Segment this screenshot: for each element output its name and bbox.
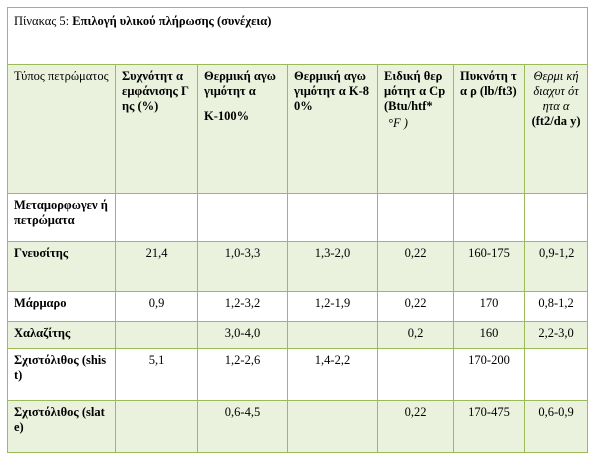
rock-name: Μεταμορφωγεν ή πετρώματα — [7, 193, 116, 242]
cell-k100: 1,0-3,3 — [197, 241, 288, 292]
cell-freq — [115, 321, 198, 349]
cell-alpha: 0,8-1,2 — [523, 291, 589, 322]
table-row: Σχιστόλιθος (slate) 0,6-4,5 0,22 170-475… — [7, 400, 589, 453]
col-header-density: Πυκνότη τα ρ (lb/ft3) — [453, 64, 525, 194]
cell-k80: 1,2-1,9 — [287, 291, 378, 322]
cell-alpha — [523, 193, 589, 242]
cell-k80 — [287, 400, 378, 453]
rock-name: Σχιστόλιθος (shist) — [7, 348, 116, 401]
cell-rho: 160 — [453, 321, 525, 349]
cell-rho: 170-200 — [453, 348, 525, 401]
cell-freq: 0,9 — [115, 291, 198, 322]
cell-freq: 21,4 — [115, 241, 198, 292]
table-row: Σχιστόλιθος (shist) 5,1 1,2-2,6 1,4-2,2 … — [7, 348, 589, 401]
cell-freq: 5,1 — [115, 348, 198, 401]
cell-alpha: 0,6-0,9 — [523, 400, 589, 453]
caption-prefix: Πίνακας 5: — [14, 14, 73, 28]
rock-name: Γνευσίτης — [7, 241, 116, 292]
cell-cp: 0,22 — [377, 400, 454, 453]
cell-k80 — [287, 321, 378, 349]
cell-freq — [115, 193, 198, 242]
rock-name: Σχιστόλιθος (slate) — [7, 400, 116, 453]
materials-table: Πίνακας 5: Επιλογή υλικού πλήρωσης (συνέ… — [6, 7, 589, 453]
cell-rho — [453, 193, 525, 242]
col-header-specific-heat: Ειδική θερμότητ α Cp (Btu/htf* °F ) — [377, 64, 454, 194]
col-header-k100-line1: Θερμική αγωγιμότητ α — [204, 69, 276, 98]
cell-k100: 0,6-4,5 — [197, 400, 288, 453]
col-header-cp-line1: Ειδική θερμότητ α Cp (Btu/htf* — [384, 69, 446, 113]
col-header-alpha-line2: (ft2/da y) — [531, 114, 581, 128]
cell-k80: 1,4-2,2 — [287, 348, 378, 401]
cell-rho: 170-475 — [453, 400, 525, 453]
table-caption: Πίνακας 5: Επιλογή υλικού πλήρωσης (συνέ… — [6, 7, 589, 65]
cell-alpha — [523, 348, 589, 401]
col-header-cp-line2: °F ) — [388, 116, 408, 130]
header-row: Τύπος πετρώματος Συχνότητ α εμφάνισης Γη… — [7, 64, 589, 194]
cell-cp — [377, 193, 454, 242]
table-row: Μάρμαρο 0,9 1,2-3,2 1,2-1,9 0,22 170 0,8… — [7, 291, 589, 322]
cell-cp: 0,22 — [377, 241, 454, 292]
cell-cp — [377, 348, 454, 401]
cell-k100: 3,0-4,0 — [197, 321, 288, 349]
col-header-frequency: Συχνότητ α εμφάνισης Γης (%) — [115, 64, 198, 194]
cell-k80: 1,3-2,0 — [287, 241, 378, 292]
cell-k80 — [287, 193, 378, 242]
rock-name: Μάρμαρο — [7, 291, 116, 322]
cell-k100: 1,2-3,2 — [197, 291, 288, 322]
cell-rho: 160-175 — [453, 241, 525, 292]
cell-rho: 170 — [453, 291, 525, 322]
col-header-alpha-line1: Θερμι κή διαχυτ ότητα α — [533, 69, 579, 113]
cell-alpha: 2,2-3,0 — [523, 321, 589, 349]
cell-k100 — [197, 193, 288, 242]
cell-cp: 0,22 — [377, 291, 454, 322]
table-row: Γνευσίτης 21,4 1,0-3,3 1,3-2,0 0,22 160-… — [7, 241, 589, 292]
cell-freq — [115, 400, 198, 453]
caption-title: Επιλογή υλικού πλήρωσης (συνέχεια) — [72, 14, 272, 28]
col-header-k80: Θερμική αγωγιμότητ α Κ-80% — [287, 64, 378, 194]
cell-cp: 0,2 — [377, 321, 454, 349]
caption-row: Πίνακας 5: Επιλογή υλικού πλήρωσης (συνέ… — [6, 7, 589, 65]
table-row: Χαλαζίτης 3,0-4,0 0,2 160 2,2-3,0 — [7, 321, 589, 349]
col-header-k100: Θερμική αγωγιμότητ α Κ-100% — [197, 64, 288, 194]
table-row: Μεταμορφωγεν ή πετρώματα — [7, 193, 589, 242]
col-header-k100-line2: Κ-100% — [204, 109, 250, 123]
cell-k100: 1,2-2,6 — [197, 348, 288, 401]
cell-alpha: 0,9-1,2 — [523, 241, 589, 292]
rock-name: Χαλαζίτης — [7, 321, 116, 349]
col-header-diffusivity: Θερμι κή διαχυτ ότητα α (ft2/da y) — [523, 64, 589, 194]
col-header-rock-type: Τύπος πετρώματος — [7, 64, 116, 194]
